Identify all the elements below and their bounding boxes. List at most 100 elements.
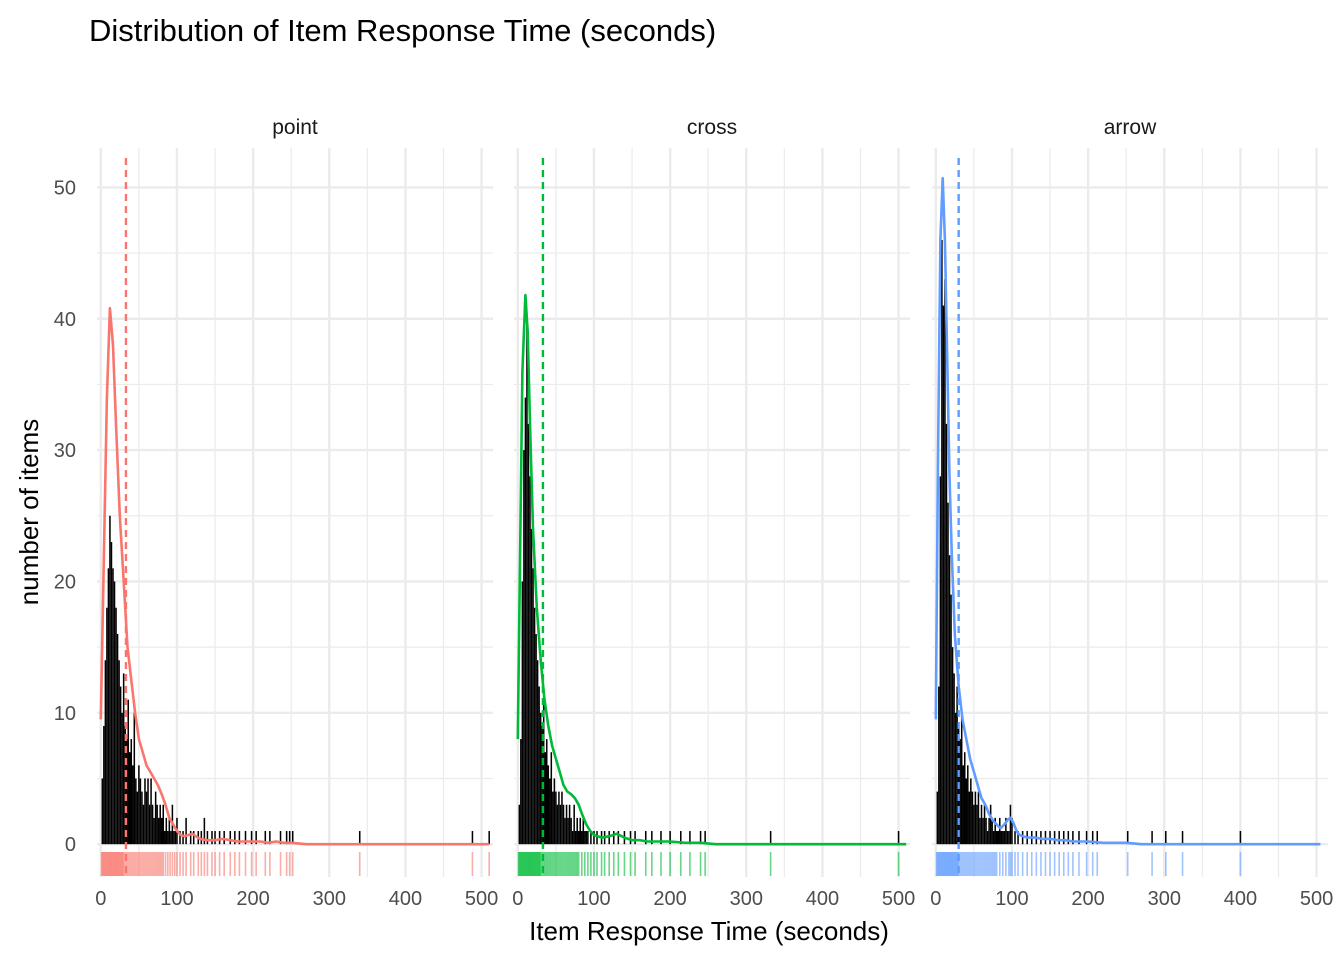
histogram-bar xyxy=(1021,831,1024,845)
histogram-bar xyxy=(471,831,474,845)
histogram-bar xyxy=(174,831,177,845)
histogram-bar xyxy=(1239,831,1242,845)
histogram-bar xyxy=(1085,831,1088,845)
histogram-bar xyxy=(582,817,585,845)
histogram-bar xyxy=(1000,831,1003,845)
y-tick-label: 50 xyxy=(54,177,76,199)
histogram-bar xyxy=(953,673,955,845)
histogram-bar xyxy=(115,607,117,845)
histogram-bar xyxy=(524,397,527,845)
histogram-bar xyxy=(973,804,975,845)
histogram-bar xyxy=(559,804,562,845)
facet-strip-label: arrow xyxy=(1104,116,1157,139)
histogram-bar xyxy=(122,673,125,845)
histogram-bar xyxy=(165,817,168,845)
histogram-bar xyxy=(954,712,957,845)
histogram-bar xyxy=(133,712,136,845)
histogram-bar xyxy=(119,686,122,845)
histogram-bar xyxy=(581,831,583,845)
histogram-bar xyxy=(593,831,595,845)
histogram-bar xyxy=(156,804,158,845)
y-tick-label: 0 xyxy=(65,834,76,856)
x-tick-label: 200 xyxy=(1071,888,1104,910)
histogram-bar xyxy=(577,831,580,845)
histogram-bar xyxy=(520,739,522,845)
histogram-bar xyxy=(538,686,540,845)
facet-panel-cross: cross 0 100 200 300 400 500 xyxy=(512,116,915,910)
histogram-bar xyxy=(125,739,128,845)
chart-title: Distribution of Item Response Time (seco… xyxy=(89,13,716,48)
x-tick-label: 0 xyxy=(930,888,941,910)
histogram-bar xyxy=(532,568,534,845)
histogram-bar xyxy=(994,817,996,845)
histogram-bar xyxy=(962,765,964,845)
histogram-bar xyxy=(539,712,542,845)
histogram-bar xyxy=(988,817,990,845)
histogram-bar xyxy=(939,476,942,845)
histogram-bar xyxy=(579,817,582,845)
histogram-bar xyxy=(1058,831,1060,845)
histogram-bar xyxy=(223,831,225,845)
y-axis-ticks: 0 10 20 30 40 50 xyxy=(54,177,76,856)
histogram-bar xyxy=(526,318,528,845)
histogram-bar xyxy=(938,686,940,845)
histogram-bar xyxy=(164,831,166,845)
histogram-bar xyxy=(564,817,566,845)
x-tick-label: 500 xyxy=(465,888,498,910)
histogram-bar xyxy=(1014,831,1016,845)
x-axis-title: Item Response Time (seconds) xyxy=(529,916,889,946)
histogram-bar xyxy=(173,831,175,845)
histogram-bar xyxy=(1009,804,1012,845)
histogram-bar xyxy=(234,831,236,845)
histogram-bar xyxy=(182,831,184,845)
histogram-bar xyxy=(651,831,653,845)
histogram-bar xyxy=(570,817,572,845)
histogram-bar xyxy=(255,831,257,845)
histogram-bar xyxy=(944,279,946,845)
histogram-bar xyxy=(148,804,151,845)
histogram-bar xyxy=(269,831,271,845)
histogram-bar xyxy=(279,831,282,845)
x-tick-label: 500 xyxy=(1300,888,1333,910)
histogram-bar xyxy=(568,804,571,845)
histogram-bar xyxy=(1053,831,1056,845)
histogram-bar xyxy=(1165,831,1167,845)
histogram-bar xyxy=(689,831,691,845)
histogram-bar xyxy=(488,831,490,845)
x-tick-label: 100 xyxy=(160,888,193,910)
histogram-bar xyxy=(979,817,981,845)
histogram-bar xyxy=(142,804,145,845)
histogram-bar xyxy=(162,804,165,845)
histogram-bar xyxy=(535,634,537,845)
density-curve xyxy=(99,306,490,846)
histogram-bar xyxy=(936,791,939,845)
x-tick-label: 100 xyxy=(995,888,1028,910)
histogram-bar xyxy=(634,831,636,845)
histogram-bar xyxy=(529,476,531,845)
histogram-bar xyxy=(561,791,563,845)
histogram-bar xyxy=(985,817,987,845)
histogram-bar xyxy=(218,831,221,845)
histogram-bar xyxy=(1049,831,1051,845)
x-tick-label: 200 xyxy=(653,888,686,910)
histogram-bar xyxy=(128,752,131,845)
histogram-bar xyxy=(1096,831,1099,845)
histogram-bar xyxy=(141,791,143,845)
facet-strip-label: cross xyxy=(687,116,737,139)
y-tick-label: 10 xyxy=(54,703,76,725)
histogram-bar xyxy=(1003,831,1006,845)
histogram-bar xyxy=(147,778,149,845)
histogram-bar xyxy=(558,791,560,845)
histogram-bar xyxy=(523,450,525,845)
histogram-bar xyxy=(291,831,294,845)
histogram-bar xyxy=(644,831,647,845)
histogram-bar xyxy=(112,568,114,845)
histogram-bar xyxy=(947,502,949,845)
histogram-bar xyxy=(629,831,632,845)
histogram-bar xyxy=(974,791,977,845)
histogram-bar xyxy=(130,739,133,845)
histogram-bar xyxy=(897,831,900,845)
histogram-bar xyxy=(699,831,702,845)
histogram-bar xyxy=(104,660,107,845)
histogram-bar xyxy=(941,239,943,845)
